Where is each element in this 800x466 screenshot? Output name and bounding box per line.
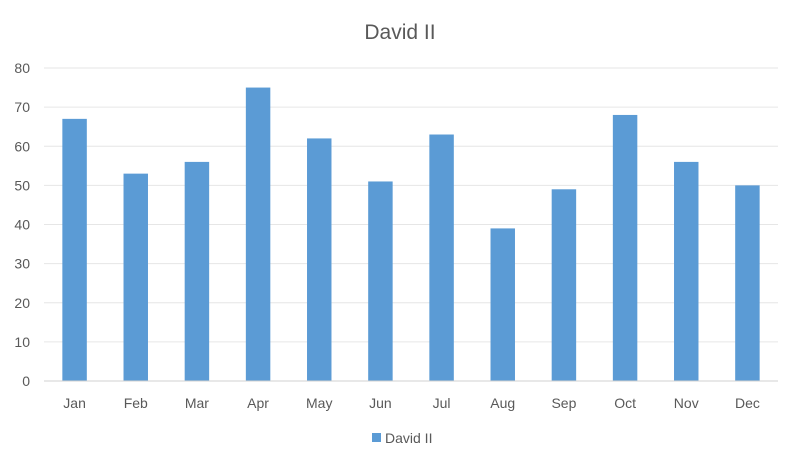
y-tick-label: 70: [14, 99, 30, 115]
y-tick-label: 40: [14, 217, 30, 233]
bar-feb: [123, 173, 148, 381]
bar-mar: [184, 161, 210, 381]
x-tick-label: Feb: [124, 395, 148, 411]
x-tick-label: Jul: [433, 395, 451, 411]
y-tick-label: 0: [22, 373, 30, 389]
y-tick-label: 80: [14, 60, 30, 76]
x-tick-label: Jun: [369, 395, 392, 411]
bar-aug: [490, 228, 515, 381]
bar-jul: [429, 134, 454, 381]
bar-may: [307, 138, 332, 381]
x-tick-label: Oct: [614, 395, 636, 411]
x-tick-label: Mar: [185, 395, 209, 411]
x-tick-label: Apr: [247, 395, 269, 411]
x-axis-ticks: Jan Feb Mar Apr May Jun Jul Aug Sep Oct Nov Dec: [63, 395, 760, 411]
legend-swatch: [372, 433, 381, 442]
bar-jun: [368, 181, 393, 381]
bar-jan: [62, 118, 87, 382]
y-tick-label: 30: [14, 256, 30, 272]
bars: [62, 87, 760, 382]
x-tick-label: Aug: [490, 395, 515, 411]
x-tick-label: Dec: [735, 395, 760, 411]
bar-sep: [551, 189, 577, 381]
x-tick-label: Sep: [551, 395, 576, 411]
x-tick-label: May: [306, 395, 332, 411]
y-axis-ticks: 0 10 20 30 40 50 60 70 80: [14, 60, 30, 389]
bar-apr: [245, 87, 271, 381]
bar-dec: [735, 185, 760, 381]
bar-oct: [612, 114, 638, 381]
y-tick-label: 50: [14, 177, 30, 193]
y-tick-label: 60: [14, 138, 30, 154]
y-tick-label: 20: [14, 295, 30, 311]
chart-title: David II: [364, 21, 435, 44]
x-tick-label: Jan: [63, 395, 86, 411]
legend-label: David II: [385, 430, 432, 446]
gridlines: [44, 67, 778, 343]
legend: David II: [372, 430, 432, 446]
x-tick-label: Nov: [674, 395, 699, 411]
y-tick-label: 10: [14, 334, 30, 350]
bar-nov: [674, 161, 699, 381]
